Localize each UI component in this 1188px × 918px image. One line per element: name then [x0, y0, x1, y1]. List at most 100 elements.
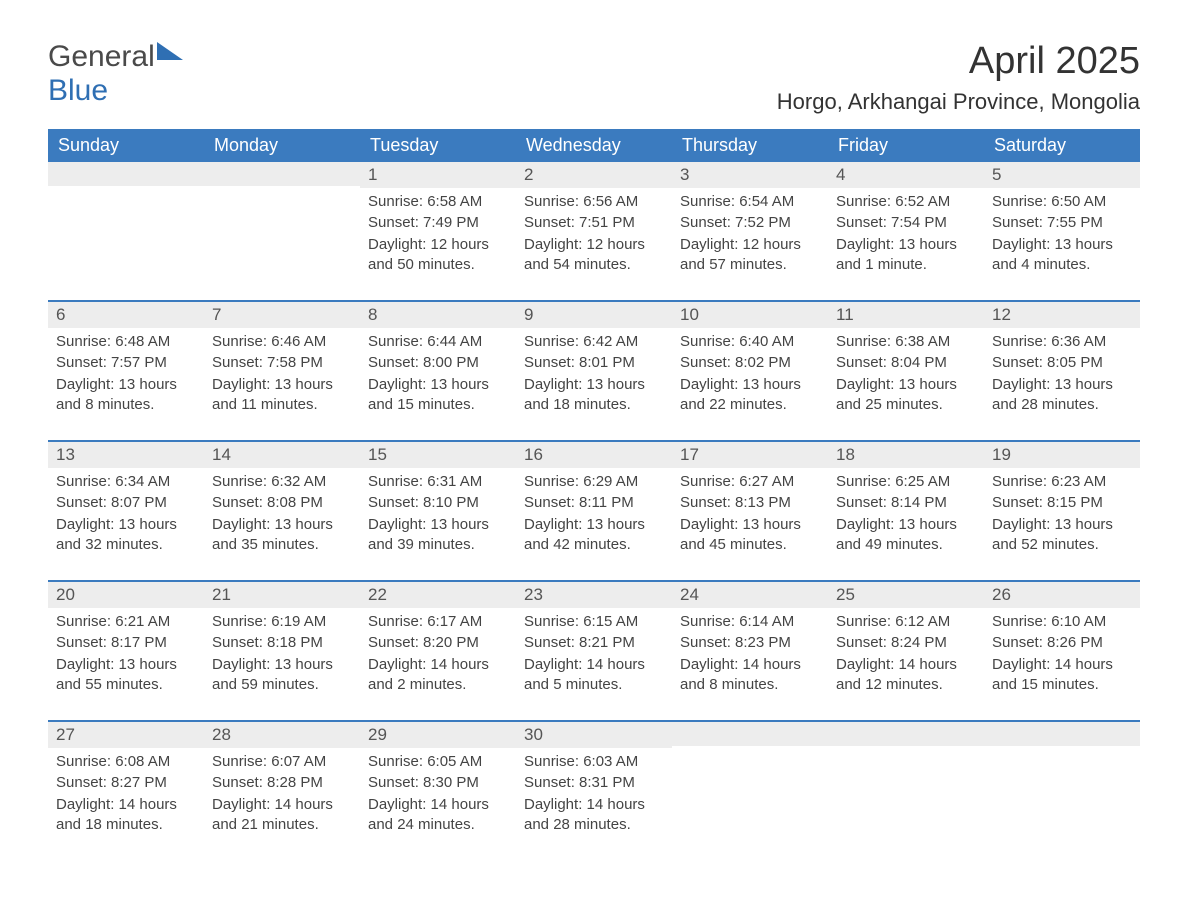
day-details: Sunrise: 6:07 AMSunset: 8:28 PMDaylight:… [204, 748, 360, 844]
sunrise-text: Sunrise: 6:58 AM [368, 192, 508, 212]
sunrise-text: Sunrise: 6:46 AM [212, 332, 352, 352]
day-details: Sunrise: 6:56 AMSunset: 7:51 PMDaylight:… [516, 188, 672, 284]
day-cell: 6Sunrise: 6:48 AMSunset: 7:57 PMDaylight… [48, 302, 204, 424]
daylight-text: Daylight: 13 hours and 32 minutes. [56, 515, 196, 556]
calendar: SundayMondayTuesdayWednesdayThursdayFrid… [48, 129, 1140, 844]
day-details: Sunrise: 6:40 AMSunset: 8:02 PMDaylight:… [672, 328, 828, 424]
weekday-header: SundayMondayTuesdayWednesdayThursdayFrid… [48, 129, 1140, 162]
day-details [48, 186, 204, 282]
sunrise-text: Sunrise: 6:52 AM [836, 192, 976, 212]
day-details: Sunrise: 6:34 AMSunset: 8:07 PMDaylight:… [48, 468, 204, 564]
sunset-text: Sunset: 8:00 PM [368, 353, 508, 373]
daylight-text: Daylight: 13 hours and 59 minutes. [212, 655, 352, 696]
sunrise-text: Sunrise: 6:03 AM [524, 752, 664, 772]
sunset-text: Sunset: 8:07 PM [56, 493, 196, 513]
sunrise-text: Sunrise: 6:56 AM [524, 192, 664, 212]
day-number: 22 [360, 582, 516, 608]
day-number: 26 [984, 582, 1140, 608]
sunset-text: Sunset: 8:01 PM [524, 353, 664, 373]
day-number: 11 [828, 302, 984, 328]
day-cell [48, 162, 204, 284]
day-details: Sunrise: 6:38 AMSunset: 8:04 PMDaylight:… [828, 328, 984, 424]
day-number: 14 [204, 442, 360, 468]
day-number [204, 162, 360, 186]
day-cell: 21Sunrise: 6:19 AMSunset: 8:18 PMDayligh… [204, 582, 360, 704]
weekday-wednesday: Wednesday [516, 129, 672, 162]
day-cell: 14Sunrise: 6:32 AMSunset: 8:08 PMDayligh… [204, 442, 360, 564]
day-cell: 25Sunrise: 6:12 AMSunset: 8:24 PMDayligh… [828, 582, 984, 704]
day-cell: 7Sunrise: 6:46 AMSunset: 7:58 PMDaylight… [204, 302, 360, 424]
day-details: Sunrise: 6:48 AMSunset: 7:57 PMDaylight:… [48, 328, 204, 424]
day-details: Sunrise: 6:05 AMSunset: 8:30 PMDaylight:… [360, 748, 516, 844]
sunrise-text: Sunrise: 6:23 AM [992, 472, 1132, 492]
daylight-text: Daylight: 13 hours and 28 minutes. [992, 375, 1132, 416]
sunrise-text: Sunrise: 6:08 AM [56, 752, 196, 772]
day-number: 9 [516, 302, 672, 328]
sunset-text: Sunset: 8:31 PM [524, 773, 664, 793]
daylight-text: Daylight: 13 hours and 15 minutes. [368, 375, 508, 416]
day-cell: 13Sunrise: 6:34 AMSunset: 8:07 PMDayligh… [48, 442, 204, 564]
daylight-text: Daylight: 12 hours and 50 minutes. [368, 235, 508, 276]
day-details: Sunrise: 6:54 AMSunset: 7:52 PMDaylight:… [672, 188, 828, 284]
weekday-tuesday: Tuesday [360, 129, 516, 162]
day-details: Sunrise: 6:25 AMSunset: 8:14 PMDaylight:… [828, 468, 984, 564]
sunset-text: Sunset: 8:18 PM [212, 633, 352, 653]
day-number: 24 [672, 582, 828, 608]
day-cell [984, 722, 1140, 844]
weekday-monday: Monday [204, 129, 360, 162]
day-cell [828, 722, 984, 844]
sunset-text: Sunset: 8:26 PM [992, 633, 1132, 653]
daylight-text: Daylight: 12 hours and 57 minutes. [680, 235, 820, 276]
day-cell: 12Sunrise: 6:36 AMSunset: 8:05 PMDayligh… [984, 302, 1140, 424]
sunset-text: Sunset: 7:54 PM [836, 213, 976, 233]
month-title: April 2025 [777, 40, 1140, 83]
sunset-text: Sunset: 8:11 PM [524, 493, 664, 513]
day-cell [672, 722, 828, 844]
week-row: 1Sunrise: 6:58 AMSunset: 7:49 PMDaylight… [48, 162, 1140, 284]
daylight-text: Daylight: 13 hours and 8 minutes. [56, 375, 196, 416]
sunrise-text: Sunrise: 6:27 AM [680, 472, 820, 492]
day-cell: 11Sunrise: 6:38 AMSunset: 8:04 PMDayligh… [828, 302, 984, 424]
sunset-text: Sunset: 8:21 PM [524, 633, 664, 653]
sunrise-text: Sunrise: 6:14 AM [680, 612, 820, 632]
day-cell: 17Sunrise: 6:27 AMSunset: 8:13 PMDayligh… [672, 442, 828, 564]
day-details: Sunrise: 6:19 AMSunset: 8:18 PMDaylight:… [204, 608, 360, 704]
daylight-text: Daylight: 13 hours and 52 minutes. [992, 515, 1132, 556]
weekday-saturday: Saturday [984, 129, 1140, 162]
day-number: 30 [516, 722, 672, 748]
daylight-text: Daylight: 14 hours and 2 minutes. [368, 655, 508, 696]
day-number: 16 [516, 442, 672, 468]
daylight-text: Daylight: 12 hours and 54 minutes. [524, 235, 664, 276]
daylight-text: Daylight: 14 hours and 12 minutes. [836, 655, 976, 696]
day-details: Sunrise: 6:29 AMSunset: 8:11 PMDaylight:… [516, 468, 672, 564]
sunrise-text: Sunrise: 6:19 AM [212, 612, 352, 632]
daylight-text: Daylight: 13 hours and 49 minutes. [836, 515, 976, 556]
sunset-text: Sunset: 8:05 PM [992, 353, 1132, 373]
sunset-text: Sunset: 8:08 PM [212, 493, 352, 513]
day-details: Sunrise: 6:12 AMSunset: 8:24 PMDaylight:… [828, 608, 984, 704]
sunrise-text: Sunrise: 6:29 AM [524, 472, 664, 492]
daylight-text: Daylight: 14 hours and 21 minutes. [212, 795, 352, 836]
day-number: 23 [516, 582, 672, 608]
location: Horgo, Arkhangai Province, Mongolia [777, 89, 1140, 115]
sunset-text: Sunset: 8:27 PM [56, 773, 196, 793]
day-details: Sunrise: 6:58 AMSunset: 7:49 PMDaylight:… [360, 188, 516, 284]
sunrise-text: Sunrise: 6:40 AM [680, 332, 820, 352]
day-details: Sunrise: 6:23 AMSunset: 8:15 PMDaylight:… [984, 468, 1140, 564]
day-cell: 22Sunrise: 6:17 AMSunset: 8:20 PMDayligh… [360, 582, 516, 704]
day-cell: 23Sunrise: 6:15 AMSunset: 8:21 PMDayligh… [516, 582, 672, 704]
week-row: 20Sunrise: 6:21 AMSunset: 8:17 PMDayligh… [48, 580, 1140, 704]
logo: General Blue [48, 40, 183, 108]
sunset-text: Sunset: 8:14 PM [836, 493, 976, 513]
day-details [984, 746, 1140, 842]
day-number: 3 [672, 162, 828, 188]
daylight-text: Daylight: 13 hours and 42 minutes. [524, 515, 664, 556]
day-cell: 15Sunrise: 6:31 AMSunset: 8:10 PMDayligh… [360, 442, 516, 564]
day-details: Sunrise: 6:27 AMSunset: 8:13 PMDaylight:… [672, 468, 828, 564]
sunrise-text: Sunrise: 6:07 AM [212, 752, 352, 772]
sunset-text: Sunset: 8:15 PM [992, 493, 1132, 513]
weekday-sunday: Sunday [48, 129, 204, 162]
sunrise-text: Sunrise: 6:12 AM [836, 612, 976, 632]
day-cell: 4Sunrise: 6:52 AMSunset: 7:54 PMDaylight… [828, 162, 984, 284]
day-details: Sunrise: 6:31 AMSunset: 8:10 PMDaylight:… [360, 468, 516, 564]
